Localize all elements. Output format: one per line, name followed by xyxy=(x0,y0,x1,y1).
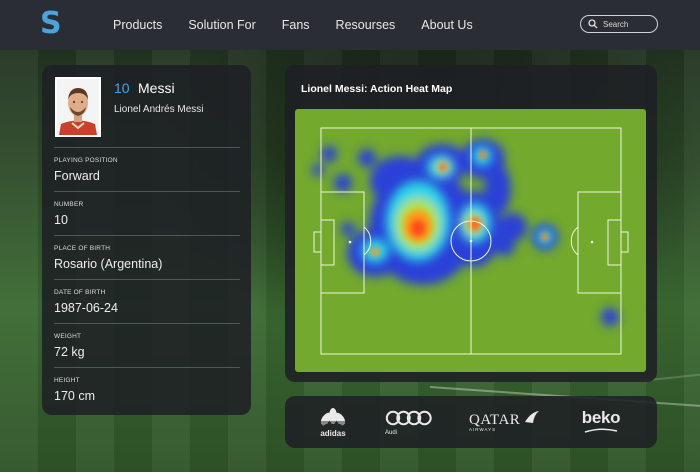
search-input[interactable] xyxy=(603,19,657,29)
info-row-height: HEIGHT 170 cm xyxy=(54,367,240,411)
info-row-place-of-birth: PLACE OF BIRTH Rosario (Argentina) xyxy=(54,235,240,279)
audi-wordmark: Audi xyxy=(385,430,398,436)
search-icon xyxy=(588,19,598,29)
info-value: Forward xyxy=(54,169,100,183)
nav-item-about-us[interactable]: About Us xyxy=(421,18,473,32)
qatar-airways-subtext: AIRWAYS xyxy=(469,427,497,432)
brand-logo[interactable]: S xyxy=(40,6,62,41)
info-label: PLAYING POSITION xyxy=(54,157,118,164)
player-photo xyxy=(55,77,101,137)
info-value: 72 kg xyxy=(54,345,85,359)
adidas-trefoil-icon xyxy=(318,408,348,426)
beko-wordmark: beko xyxy=(581,408,621,427)
sponsor-qatar-airways[interactable]: QATAR AIRWAYS xyxy=(469,411,543,432)
nav-item-products[interactable]: Products xyxy=(113,18,163,32)
info-value: Rosario (Argentina) xyxy=(54,257,163,271)
sponsors-bar: adidas Audi QATAR AIRWAYS beko xyxy=(285,396,657,448)
audi-rings-icon xyxy=(385,410,432,426)
adidas-wordmark: adidas xyxy=(320,429,346,438)
heatmap-pitch xyxy=(295,109,646,372)
info-label: HEIGHT xyxy=(54,377,80,384)
sponsor-audi[interactable]: Audi xyxy=(385,410,437,436)
player-name: Messi xyxy=(138,80,175,96)
qatar-wordmark: QATAR xyxy=(469,412,521,428)
penalty-spot-left xyxy=(348,240,352,244)
heat-layer-high xyxy=(370,151,549,256)
info-label: DATE OF BIRTH xyxy=(54,289,106,296)
player-profile-card: 10 Messi Lionel Andrés Messi PLAYING POS… xyxy=(42,65,251,415)
oryx-icon xyxy=(525,411,539,423)
info-label: NUMBER xyxy=(54,201,84,208)
info-row-weight: WEIGHT 72 kg xyxy=(54,323,240,367)
info-row-number: NUMBER 10 xyxy=(54,191,240,235)
heatmap-card: Lionel Messi: Action Heat Map xyxy=(285,65,657,382)
penalty-spot-right xyxy=(590,240,594,244)
sponsor-beko[interactable]: beko xyxy=(578,408,624,434)
center-spot xyxy=(469,239,473,243)
nav-item-resources[interactable]: Resourses xyxy=(335,18,396,32)
top-navbar: S Products Solution For Fans Resourses A… xyxy=(0,0,700,50)
nav-item-solution-for[interactable]: Solution For xyxy=(188,18,256,32)
info-label: PLACE OF BIRTH xyxy=(54,245,111,252)
info-label: WEIGHT xyxy=(54,333,82,340)
info-value: 170 cm xyxy=(54,389,95,403)
info-value: 10 xyxy=(54,213,68,227)
heatmap-title: Lionel Messi: Action Heat Map xyxy=(301,83,453,95)
beko-swoosh-icon xyxy=(584,428,618,433)
main-nav: Products Solution For Fans Resourses Abo… xyxy=(113,0,499,50)
info-row-date-of-birth: DATE OF BIRTH 1987-06-24 xyxy=(54,279,240,323)
search-box[interactable] xyxy=(580,15,658,33)
player-number: 10 xyxy=(114,80,130,96)
info-row-position: PLAYING POSITION Forward xyxy=(54,147,240,191)
player-full-name: Lionel Andrés Messi xyxy=(114,104,204,115)
sponsor-adidas[interactable]: adidas xyxy=(313,406,353,438)
info-value: 1987-06-24 xyxy=(54,301,118,315)
heatmap-svg xyxy=(312,127,629,355)
nav-item-fans[interactable]: Fans xyxy=(281,18,310,32)
